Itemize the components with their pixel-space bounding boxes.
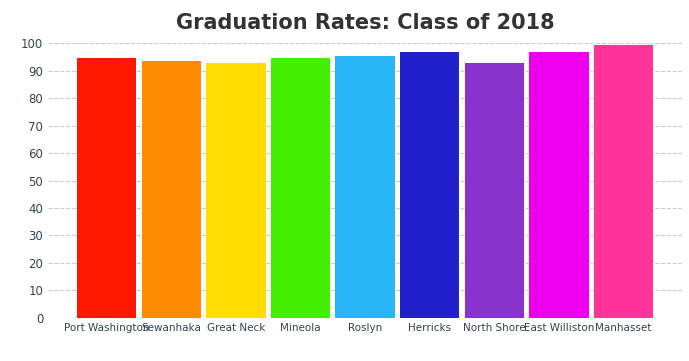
Bar [336, 56, 395, 318]
Bar [206, 62, 266, 318]
Bar [400, 52, 460, 318]
Bar [594, 45, 653, 318]
Bar [77, 58, 136, 318]
Bar [271, 58, 330, 318]
Bar [529, 52, 588, 318]
Title: Graduation Rates: Class of 2018: Graduation Rates: Class of 2018 [176, 13, 555, 34]
Bar [464, 62, 524, 318]
Bar [142, 61, 201, 318]
